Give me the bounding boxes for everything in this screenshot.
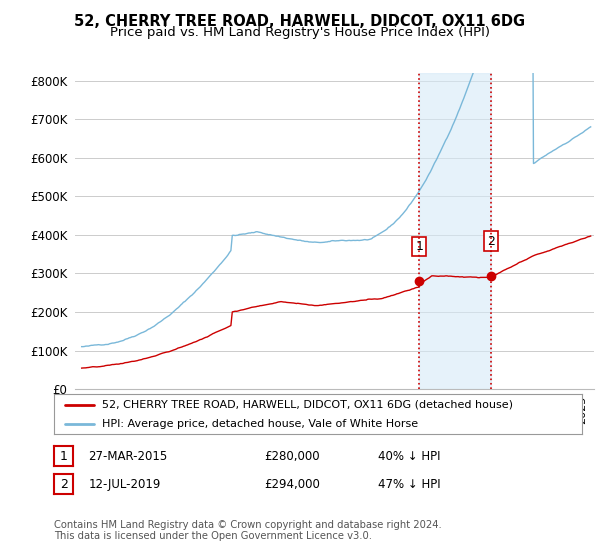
Text: 52, CHERRY TREE ROAD, HARWELL, DIDCOT, OX11 6DG (detached house): 52, CHERRY TREE ROAD, HARWELL, DIDCOT, O… [101,400,512,410]
Text: HPI: Average price, detached house, Vale of White Horse: HPI: Average price, detached house, Vale… [101,419,418,429]
Text: Price paid vs. HM Land Registry's House Price Index (HPI): Price paid vs. HM Land Registry's House … [110,26,490,39]
Text: 27-MAR-2015: 27-MAR-2015 [88,450,167,463]
Text: 40% ↓ HPI: 40% ↓ HPI [378,450,440,463]
Text: £294,000: £294,000 [264,478,320,491]
Text: Contains HM Land Registry data © Crown copyright and database right 2024.
This d: Contains HM Land Registry data © Crown c… [54,520,442,542]
Text: 2: 2 [487,235,495,248]
Text: 47% ↓ HPI: 47% ↓ HPI [378,478,440,491]
Text: 1: 1 [415,240,423,253]
Bar [419,73,491,389]
Text: 2: 2 [59,478,68,491]
Text: 1: 1 [59,450,68,463]
Text: 52, CHERRY TREE ROAD, HARWELL, DIDCOT, OX11 6DG: 52, CHERRY TREE ROAD, HARWELL, DIDCOT, O… [74,14,526,29]
Text: £280,000: £280,000 [264,450,320,463]
Text: 12-JUL-2019: 12-JUL-2019 [88,478,161,491]
